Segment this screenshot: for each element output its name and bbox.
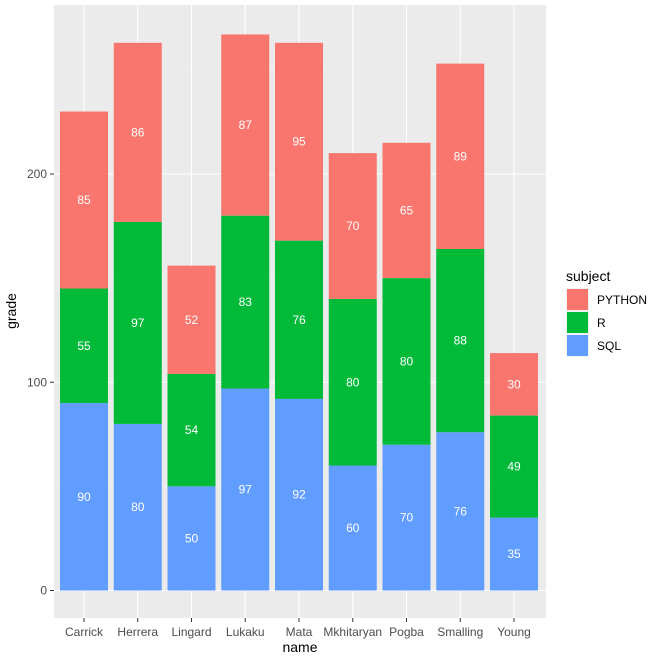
x-tick-label: Mkhitaryan [323,625,382,639]
data-label-herrera-r: 97 [131,316,145,330]
bar-smalling-r [436,248,485,433]
legend-title: subject [566,268,610,284]
bar-lingard-python [167,265,216,374]
data-label-lukaku-r: 83 [239,295,253,309]
legend-label-python: PYTHON [597,293,647,307]
bar-herrera-python [113,42,162,222]
data-label-smalling-r: 88 [454,334,468,348]
y-tick-label: 0 [40,584,47,598]
data-label-lukaku-python: 87 [239,118,253,132]
data-label-carrick-r: 55 [77,339,91,353]
x-tick-label: Lingard [171,625,211,639]
bar-carrick-r [60,288,108,404]
data-label-lingard-r: 54 [185,423,199,437]
bar-young-python [490,353,538,416]
bar-young-sql [490,517,538,591]
data-label-herrera-python: 86 [131,125,145,139]
data-label-smalling-sql: 76 [454,504,468,518]
data-label-young-r: 49 [507,460,521,474]
bar-mata-sql [275,398,323,591]
bar-lukaku-sql [221,388,270,591]
bar-lukaku-python [221,34,270,216]
x-tick-label: Young [497,625,531,639]
legend-label-sql: SQL [597,339,621,353]
data-label-smalling-python: 89 [454,149,468,163]
legend-key-python [567,289,588,310]
legend-key-sql [567,335,588,356]
data-label-young-python: 30 [507,377,521,391]
data-label-mkhitaryan-python: 70 [346,219,360,233]
data-label-carrick-python: 85 [77,193,91,207]
data-label-pogba-sql: 70 [400,511,414,525]
bar-smalling-sql [436,432,485,591]
bar-herrera-r [113,221,162,424]
bar-lukaku-r [221,215,270,389]
bar-mata-r [275,240,323,399]
bar-mkhitaryan-r [328,298,377,466]
data-label-mkhitaryan-r: 80 [346,375,360,389]
y-tick-label: 200 [27,167,47,181]
data-label-mata-sql: 92 [292,488,306,502]
bar-pogba-sql [382,444,431,591]
x-tick-label: Smalling [437,625,483,639]
x-tick-label: Lukaku [226,625,265,639]
legend-key-r [567,312,588,333]
bar-carrick-python [60,111,108,289]
data-label-carrick-sql: 90 [77,490,91,504]
data-label-mata-r: 76 [292,313,306,327]
y-axis-title: grade [3,293,19,329]
bar-smalling-python [436,63,485,249]
data-label-lingard-python: 52 [185,313,199,327]
axes: 0 100 200 Carrick Herrera Lingard Lukaku Mata Mk… [27,167,531,639]
x-tick-label: Mata [286,625,313,639]
x-tick-label: Herrera [117,625,158,639]
bar-mkhitaryan-sql [328,465,377,591]
x-tick-label: Carrick [65,625,104,639]
y-tick-label: 100 [27,375,47,389]
legend: subject PYTHON R SQL [566,268,647,357]
x-tick-label: Pogba [389,625,424,639]
data-labels: 90 55 85 80 97 86 50 54 52 97 83 87 92 76 95 60 80 70 70 80… [77,118,521,561]
bar-lingard-r [167,373,216,487]
legend-label-r: R [597,316,606,330]
bar-young-r [490,415,538,518]
bar-mkhitaryan-python [328,153,377,299]
data-label-pogba-python: 65 [400,203,414,217]
data-label-lingard-sql: 50 [185,531,199,545]
data-label-pogba-r: 80 [400,354,414,368]
x-axis-title: name [282,639,317,655]
data-label-young-sql: 35 [507,547,521,561]
data-label-mkhitaryan-sql: 60 [346,521,360,535]
bar-herrera-sql [113,423,162,591]
bar-mata-python [275,42,323,241]
bar-pogba-python [382,142,431,279]
bars [60,34,538,591]
data-label-herrera-sql: 80 [131,500,145,514]
bar-pogba-r [382,278,431,445]
data-label-mata-python: 95 [292,135,306,149]
bar-carrick-sql [60,403,108,591]
bar-lingard-sql [167,486,216,591]
data-label-lukaku-sql: 97 [239,482,253,496]
